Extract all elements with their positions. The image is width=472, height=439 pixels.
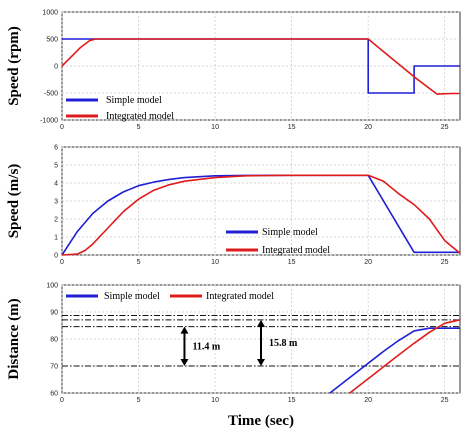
- gridlines: [61, 284, 460, 394]
- y-tick-label: -500: [44, 91, 58, 98]
- tick-labels: 0 5 10 15 20 25 60 70 80 90 100: [46, 283, 448, 405]
- annotations: 11.4 m 15.8 m: [180, 319, 298, 366]
- y-tick-label: 2: [54, 217, 58, 224]
- gridlines: [61, 146, 460, 256]
- x-tick-label: 25: [441, 397, 449, 404]
- tick-labels: 0 5 10 15 20 25 -1000 -500 0 500 1000: [40, 10, 449, 132]
- y-axis-label: Distance (m): [6, 298, 22, 379]
- annotation-label: 11.4 m: [192, 341, 220, 352]
- y-axis-label: Speed (rpm): [6, 26, 22, 106]
- x-tick-label: 5: [137, 124, 141, 131]
- panel-frame: [61, 146, 461, 256]
- y-tick-label: 60: [50, 391, 58, 398]
- x-tick-label: 20: [364, 124, 372, 131]
- legend-label-simple: Simple model: [262, 227, 318, 238]
- y-tick-label: 3: [54, 199, 58, 206]
- y-tick-label: 1: [54, 235, 58, 242]
- annotation-arrow-head: [257, 359, 265, 366]
- panel-speed-ms: 0 5 10 15 20 25 0 1 2 3 4 5 6 Speed (m/s) Simple mod…: [6, 145, 461, 267]
- y-tick-label: 500: [46, 37, 58, 44]
- x-axis-label: Time (sec): [228, 413, 294, 429]
- x-tick-label: 0: [60, 397, 64, 404]
- y-tick-label: 70: [50, 364, 58, 371]
- x-tick-label: 5: [137, 259, 141, 266]
- legend-label-integrated: Integrated model: [206, 291, 274, 302]
- legend: Simple model Integrated model: [66, 291, 274, 302]
- x-tick-label: 25: [441, 124, 449, 131]
- y-tick-label: 5: [54, 163, 58, 170]
- annotation-arrow-head: [180, 326, 189, 334]
- series-lines: [61, 174, 461, 256]
- x-tick-label: 5: [137, 397, 141, 404]
- y-tick-label: 6: [54, 145, 58, 152]
- x-tick-label: 25: [441, 259, 449, 266]
- x-tick-label: 20: [364, 397, 372, 404]
- series-lines: [329, 319, 461, 394]
- legend: Simple model Integrated model: [226, 227, 330, 256]
- x-tick-label: 0: [60, 259, 64, 266]
- y-tick-label: 1000: [42, 10, 58, 17]
- y-tick-label: 100: [46, 283, 58, 290]
- x-tick-label: 10: [211, 124, 219, 131]
- x-tick-label: 15: [288, 397, 296, 404]
- series-line-integrated: [61, 174, 461, 256]
- x-tick-label: 15: [288, 259, 296, 266]
- x-tick-label: 10: [211, 259, 219, 266]
- x-tick-label: 20: [364, 259, 372, 266]
- panel-frame: [61, 11, 461, 121]
- y-tick-label: 4: [54, 181, 58, 188]
- legend-label-integrated: Integrated model: [262, 245, 330, 256]
- legend-label-simple: Simple model: [106, 95, 162, 106]
- y-tick-label: 80: [50, 337, 58, 344]
- series-line-simple: [329, 327, 460, 394]
- x-tick-label: 0: [60, 124, 64, 131]
- panel-distance: 0 5 10 15 20 25 60 70 80 90 100 11.4 m 15.8 m Dista…: [6, 283, 461, 405]
- y-tick-label: 0: [54, 253, 58, 260]
- series-lines: [61, 38, 460, 95]
- annotation-arrow-head: [180, 359, 189, 366]
- legend-label-simple: Simple model: [104, 291, 160, 302]
- x-tick-label: 10: [211, 397, 219, 404]
- legend: Simple model Integrated model: [66, 95, 174, 122]
- series-line-integrated: [61, 38, 460, 95]
- tick-labels: 0 5 10 15 20 25 0 1 2 3 4 5 6: [54, 145, 449, 267]
- x-tick-label: 15: [288, 124, 296, 131]
- y-tick-label: 90: [50, 310, 58, 317]
- y-tick-label: 0: [54, 64, 58, 71]
- y-tick-label: -1000: [40, 118, 58, 125]
- series-line-integrated: [349, 319, 461, 394]
- annotation-arrow-head: [257, 319, 265, 327]
- annotation-label: 15.8 m: [269, 338, 298, 349]
- y-axis-label: Speed (m/s): [6, 164, 22, 239]
- legend-label-integrated: Integrated model: [106, 111, 174, 122]
